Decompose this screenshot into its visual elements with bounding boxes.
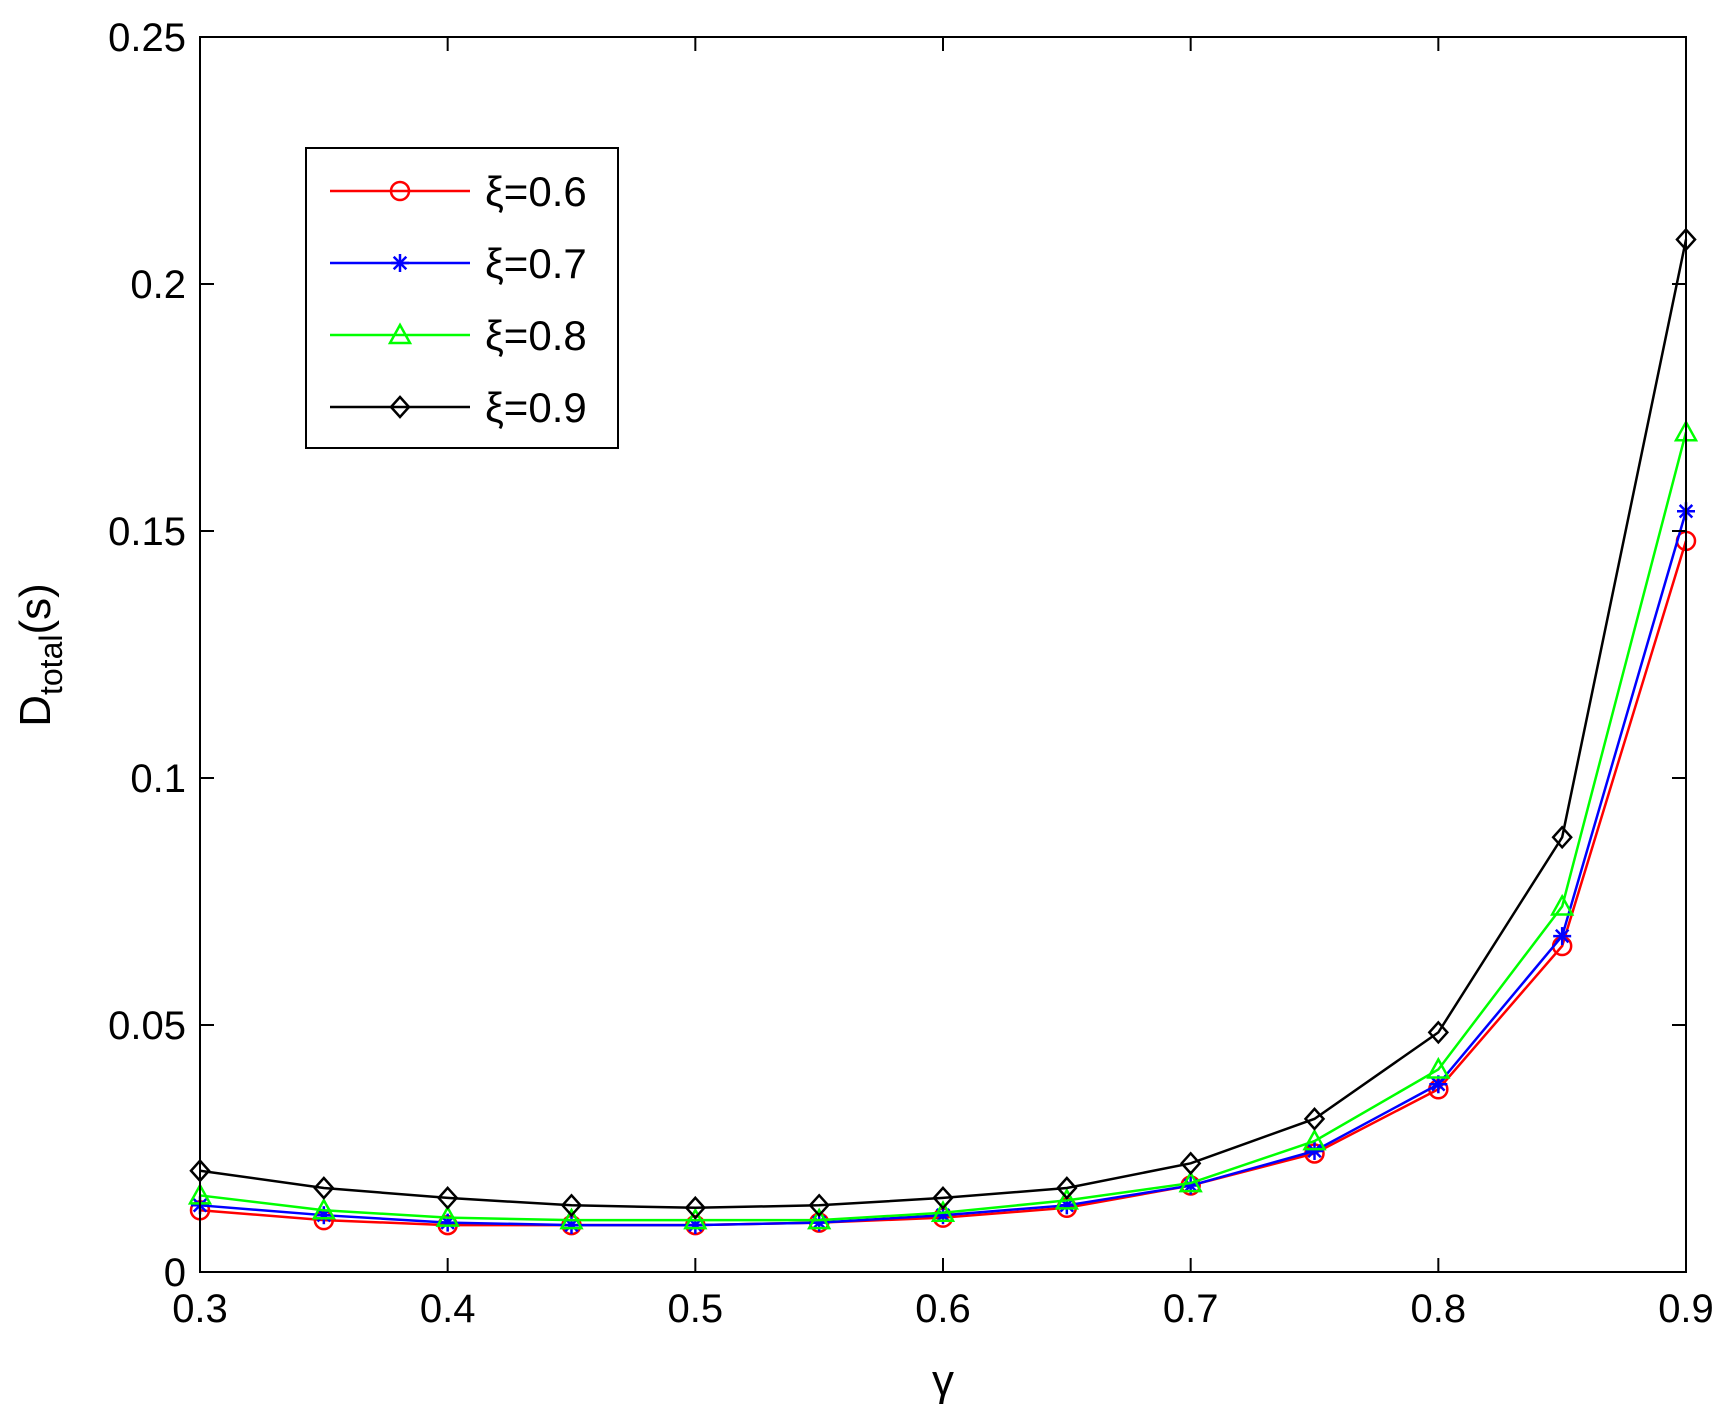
data-point — [932, 1186, 954, 1210]
legend-label: ξ=0.7 — [485, 240, 587, 287]
data-point — [1054, 1187, 1079, 1210]
y-axis-label-main: D — [11, 695, 60, 727]
y-axis-label-suffix: (s) — [11, 583, 60, 634]
x-tick-label: 0.6 — [915, 1287, 971, 1331]
data-point — [311, 1197, 336, 1220]
data-point — [559, 1207, 584, 1230]
y-tick-label: 0.15 — [108, 510, 186, 554]
y-tick-label: 0.25 — [108, 16, 186, 60]
x-tick-label: 0.5 — [668, 1287, 724, 1331]
data-point — [1178, 1170, 1203, 1193]
y-axis-label: Dtotal(s) — [11, 583, 69, 727]
legend: ξ=0.6 ξ=0.7 ξ=0.8 ξ=0.9 — [305, 147, 619, 449]
legend-label: ξ=0.9 — [485, 384, 587, 431]
axis-tick-labels: 0.3 0.4 0.5 0.6 0.7 0.8 0.9 0 0.05 0.1 0.15 0.2 0.25 — [108, 16, 1714, 1331]
y-tick-label: 0.05 — [108, 1004, 186, 1048]
data-point — [1426, 1056, 1451, 1079]
legend-entry-4: ξ=0.9 — [330, 384, 587, 431]
legend-marker — [389, 395, 411, 419]
data-point — [808, 1193, 830, 1218]
x-tick-label: 0.8 — [1411, 1287, 1467, 1331]
y-tick-label: 0.1 — [130, 757, 186, 801]
series-4 — [189, 227, 1697, 1220]
y-axis-label-subscript: total — [33, 635, 69, 695]
series-line — [199, 431, 1688, 1222]
data-point — [560, 1193, 583, 1218]
series-3 — [187, 419, 1699, 1230]
data-point — [436, 1186, 459, 1210]
legend-entry-2: ξ=0.7 — [330, 240, 587, 287]
legend-marker — [391, 254, 409, 272]
legend-label: ξ=0.6 — [485, 168, 587, 215]
data-point — [1427, 1020, 1450, 1045]
legend-marker — [387, 322, 413, 345]
data-point — [1553, 927, 1572, 946]
x-axis-label: γ — [932, 1356, 954, 1405]
data-point — [1056, 1176, 1078, 1200]
x-tick-label: 0.3 — [172, 1287, 228, 1331]
legend-entry-3: ξ=0.8 — [330, 312, 587, 359]
legend-label: ξ=0.8 — [485, 312, 587, 359]
y-tick-label: 0.2 — [130, 263, 186, 307]
legend-marker — [389, 180, 411, 202]
data-point — [683, 1207, 708, 1230]
data-point — [684, 1195, 707, 1220]
data-point — [1551, 825, 1573, 850]
data-point — [807, 1207, 832, 1230]
data-point — [313, 1176, 335, 1200]
series-line — [199, 239, 1688, 1210]
axis-ticks — [199, 36, 1687, 1273]
data-point — [930, 1200, 956, 1222]
y-tick-label: 0 — [164, 1251, 186, 1295]
x-tick-label: 0.9 — [1658, 1287, 1714, 1331]
data-point — [1179, 1151, 1202, 1176]
legend-box — [305, 147, 619, 449]
legend-entry-1: ξ=0.6 — [330, 168, 587, 215]
x-tick-label: 0.7 — [1163, 1287, 1219, 1331]
data-point — [1305, 1141, 1324, 1160]
data-point — [1302, 1128, 1327, 1151]
data-point — [1550, 893, 1575, 916]
data-point — [1303, 1106, 1326, 1131]
data-point — [435, 1205, 460, 1227]
x-tick-label: 0.4 — [420, 1287, 476, 1331]
